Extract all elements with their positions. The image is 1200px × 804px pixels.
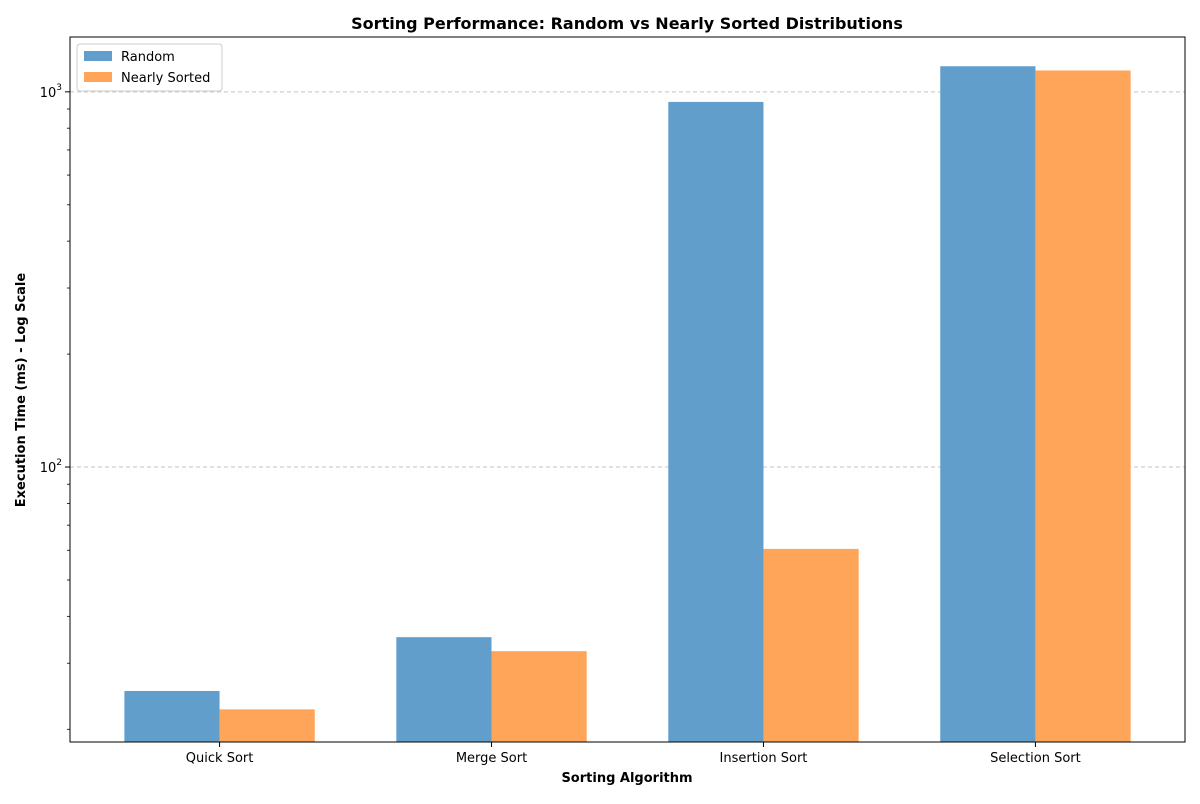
bar-nearly-sorted bbox=[1035, 70, 1131, 742]
bar-random bbox=[124, 690, 220, 742]
x-tick-label: Merge Sort bbox=[456, 751, 527, 766]
x-tick-label: Insertion Sort bbox=[720, 751, 808, 766]
x-axis-ticks: Quick Sort Merge Sort Insertion Sort Select… bbox=[186, 742, 1081, 766]
x-tick-label: Quick Sort bbox=[186, 751, 254, 766]
legend-swatch-random bbox=[84, 51, 112, 61]
y-tick-label: 102 bbox=[40, 458, 62, 476]
y-axis-ticks: 102 103 bbox=[40, 83, 70, 730]
bar-random bbox=[396, 637, 492, 742]
bar-random bbox=[940, 66, 1036, 742]
bar-random bbox=[668, 101, 764, 742]
bars bbox=[124, 66, 1131, 742]
plot-frame bbox=[69, 36, 1186, 743]
y-tick-label: 103 bbox=[40, 83, 62, 101]
x-axis-label: Sorting Algorithm bbox=[561, 771, 692, 786]
legend: Random Nearly Sorted bbox=[76, 43, 223, 92]
legend-label-nearly-sorted: Nearly Sorted bbox=[121, 71, 210, 86]
x-tick-label: Selection Sort bbox=[990, 751, 1081, 766]
bar-nearly-sorted bbox=[491, 651, 587, 742]
legend-swatch-nearly-sorted bbox=[84, 72, 112, 82]
bar-nearly-sorted bbox=[763, 548, 859, 742]
legend-label-random: Random bbox=[121, 50, 175, 65]
y-axis-label: Execution Time (ms) - Log Scale bbox=[14, 273, 29, 508]
legend-box bbox=[76, 43, 223, 92]
chart-title: Sorting Performance: Random vs Nearly So… bbox=[351, 14, 903, 33]
bar-nearly-sorted bbox=[219, 709, 315, 742]
grid-lines bbox=[70, 91, 1185, 468]
